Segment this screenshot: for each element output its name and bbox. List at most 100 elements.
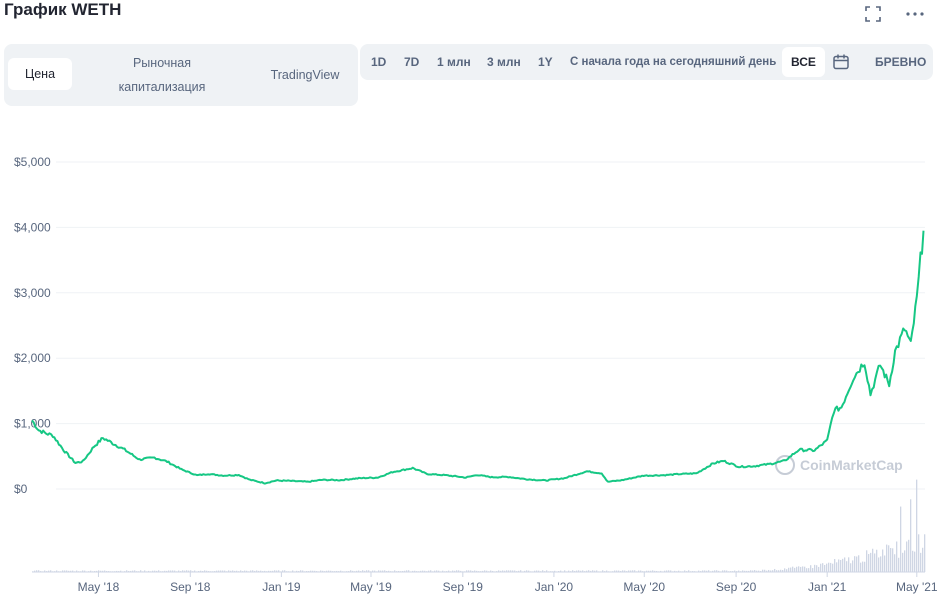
volume-bar <box>850 563 852 572</box>
volume-bar <box>594 570 596 572</box>
volume-bar <box>458 570 460 572</box>
volume-bar <box>492 570 494 572</box>
range-1d[interactable]: 1D <box>371 55 387 69</box>
expand-icon[interactable] <box>863 4 883 24</box>
range-all[interactable]: ВСЕ <box>782 47 825 77</box>
volume-bar <box>592 570 594 572</box>
volume-bar <box>430 570 432 572</box>
volume-bar <box>752 570 754 572</box>
volume-bar <box>442 570 444 572</box>
watermark: CoinMarketCap <box>775 455 903 475</box>
x-tick-label: Sep '18 <box>170 580 211 594</box>
volume-bar <box>782 570 784 572</box>
range-1y[interactable]: 1Y <box>538 55 553 69</box>
volume-bar <box>168 570 170 572</box>
volume-bar <box>274 570 276 572</box>
volume-bar <box>804 566 806 572</box>
volume-bar <box>258 570 260 572</box>
tab-market-cap[interactable]: Рыночная капитализация <box>118 56 206 94</box>
volume-bar <box>102 570 104 572</box>
volume-bar <box>546 570 548 572</box>
volume-bar <box>106 570 108 572</box>
volume-bar <box>406 570 408 572</box>
log-scale-toggle[interactable]: БРЕВНО <box>875 55 927 69</box>
volume-bar <box>638 570 640 572</box>
volume-bar <box>632 570 634 572</box>
volume-bar <box>240 570 242 572</box>
volume-bar <box>854 556 856 572</box>
more-dots-icon[interactable] <box>905 4 925 24</box>
volume-bar <box>228 570 230 572</box>
volume-bar <box>372 570 374 572</box>
volume-bar <box>374 570 376 572</box>
volume-bar <box>860 562 862 572</box>
volume-bar <box>580 570 582 572</box>
volume-bar <box>586 570 588 572</box>
volume-bar <box>368 570 370 572</box>
volume-bar <box>268 570 270 572</box>
volume-bar <box>500 570 502 572</box>
volume-bar <box>816 565 818 572</box>
range-1m[interactable]: 1 млн <box>437 55 471 69</box>
volume-bar <box>910 499 912 572</box>
volume-bar <box>174 570 176 572</box>
volume-bar <box>414 570 416 572</box>
volume-bar <box>812 568 814 572</box>
volume-bar <box>578 570 580 572</box>
volume-bar <box>48 570 50 572</box>
volume-bar <box>624 570 626 572</box>
volume-bar <box>254 570 256 572</box>
volume-bar <box>336 570 338 572</box>
volume-bar <box>890 548 892 572</box>
volume-bar <box>704 570 706 572</box>
volume-bar <box>620 570 622 572</box>
volume-bar <box>726 570 728 572</box>
volume-bar <box>486 570 488 572</box>
volume-bar <box>156 570 158 572</box>
volume-bar <box>602 570 604 572</box>
volume-bar <box>76 570 78 572</box>
tab-price[interactable]: Цена <box>8 58 72 90</box>
volume-bar <box>190 570 192 572</box>
x-tick-label: Jan '19 <box>262 580 301 594</box>
volume-bar <box>628 570 630 572</box>
volume-bar <box>574 570 576 572</box>
volume-bar <box>882 549 884 572</box>
x-tick-label: May '20 <box>623 580 665 594</box>
volume-bar <box>834 558 836 572</box>
volume-bar <box>250 570 252 572</box>
range-ytd[interactable]: С начала года на сегодняшний день <box>570 56 777 68</box>
volume-bar <box>606 570 608 572</box>
volume-bar <box>194 570 196 572</box>
volume-bar <box>712 570 714 572</box>
volume-bar <box>918 534 920 572</box>
volume-bar <box>388 570 390 572</box>
range-7d[interactable]: 7D <box>404 55 420 69</box>
tab-tradingview[interactable]: TradingView <box>270 68 340 82</box>
volume-bar <box>320 570 322 572</box>
volume-bar <box>366 570 368 572</box>
volume-bar <box>916 479 918 572</box>
volume-bar <box>666 570 668 572</box>
volume-bar <box>358 570 360 572</box>
calendar-icon[interactable] <box>832 53 850 71</box>
volume-bar <box>698 570 700 572</box>
range-3m[interactable]: 3 млн <box>487 55 521 69</box>
volume-bar <box>34 570 36 572</box>
range-tabs: 1D 7D 1 млн 3 млн 1Y С начала года на се… <box>360 44 933 80</box>
x-tick-label: May '21 <box>896 580 938 594</box>
volume-bar <box>512 570 514 572</box>
volume-bar <box>206 570 208 572</box>
volume-bar <box>510 570 512 572</box>
coinmarketcap-logo-icon <box>775 455 795 475</box>
volume-bar <box>788 567 790 572</box>
volume-bar <box>314 570 316 572</box>
volume-bar <box>384 570 386 572</box>
volume-bar <box>828 562 830 572</box>
volume-bar <box>38 570 40 572</box>
volume-bar <box>684 570 686 572</box>
volume-bar <box>714 570 716 572</box>
volume-bar <box>424 570 426 572</box>
volume-bar <box>202 570 204 572</box>
